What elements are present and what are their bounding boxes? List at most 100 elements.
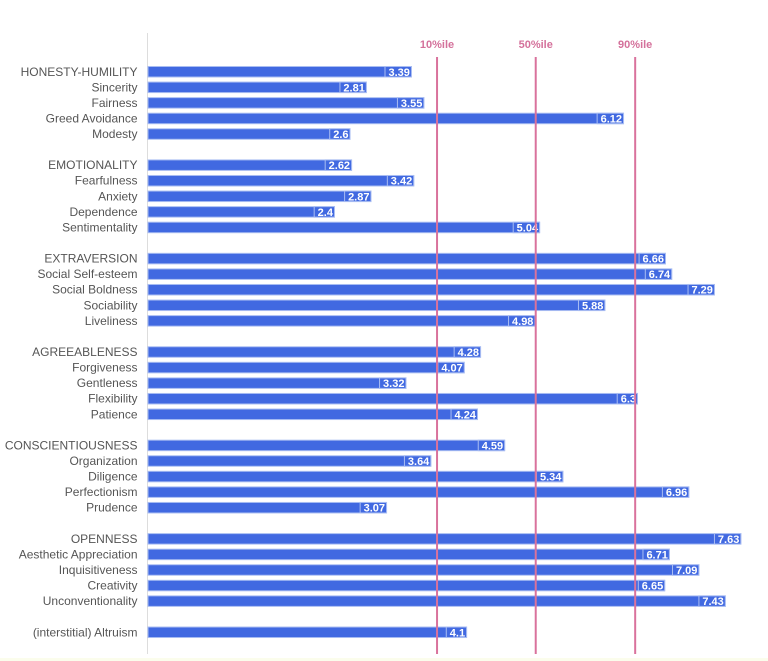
value-label: 3.32	[383, 378, 404, 390]
value-label: 7.63	[718, 534, 739, 546]
category-label: Flexibility	[88, 392, 137, 406]
category-label: Prudence	[86, 501, 138, 515]
value-label: 6.3	[621, 394, 636, 406]
value-label-bg	[359, 501, 388, 514]
category-label: AGREEABLENESS	[32, 345, 137, 359]
value-label-bg	[596, 112, 625, 125]
bar	[147, 408, 478, 421]
bar	[147, 579, 666, 592]
value-label: 3.55	[401, 98, 422, 110]
bar	[147, 470, 564, 483]
bar	[147, 81, 367, 94]
value-label-bg	[671, 564, 700, 576]
category-label: Fearfulness	[75, 174, 138, 188]
value-label: 2.4	[318, 207, 334, 219]
value-label-bg	[329, 128, 351, 140]
bar	[147, 486, 690, 498]
value-label-bg	[386, 174, 415, 187]
value-label-bg	[577, 299, 606, 312]
category-label: Dependence	[69, 205, 137, 219]
bar	[147, 66, 412, 78]
bar	[147, 159, 353, 171]
category-label: Forgiveness	[72, 361, 137, 375]
value-label: 3.07	[364, 503, 385, 515]
category-label: Aesthetic Appreciation	[19, 547, 138, 561]
bar	[147, 283, 715, 296]
category-label: Sociability	[83, 298, 137, 312]
value-label-bg	[324, 159, 353, 171]
value-label: 3.39	[388, 67, 409, 79]
category-label: Fairness	[91, 96, 137, 110]
value-label-bg	[344, 190, 372, 203]
value-label: 6.65	[642, 581, 663, 593]
category-label: Inquisitiveness	[59, 563, 138, 577]
value-label: 4.98	[512, 316, 533, 328]
bar	[147, 501, 388, 514]
reference-line-label: 90%ile	[618, 39, 652, 51]
value-label: 4.24	[455, 409, 477, 421]
value-label: 7.09	[676, 565, 697, 577]
category-label: Liveliness	[85, 314, 138, 328]
category-label: EXTRAVERSION	[44, 252, 137, 266]
bar	[147, 252, 666, 265]
value-label-bg	[698, 595, 726, 607]
category-label: Gentleness	[77, 376, 138, 390]
value-label: 3.42	[391, 176, 412, 188]
value-label: 6.96	[666, 487, 687, 499]
value-label: 2.62	[329, 160, 350, 172]
bar	[147, 97, 425, 109]
category-label: Social Self-esteem	[37, 267, 137, 281]
bar	[147, 548, 670, 561]
reference-line-label: 50%ile	[519, 39, 553, 51]
value-label: 4.1	[450, 627, 465, 639]
value-label-bg	[638, 252, 666, 265]
bar	[147, 455, 432, 467]
category-label: Perfectionism	[65, 485, 138, 499]
bar	[147, 268, 673, 280]
bar	[147, 190, 372, 203]
value-label-bg	[661, 486, 690, 498]
value-label: 3.64	[408, 456, 430, 468]
reference-lines-layer: 10%ile 50%ile 90%ile	[420, 39, 652, 654]
bottom-strip	[0, 658, 768, 661]
value-label-bg	[450, 408, 478, 421]
value-label-bg	[616, 392, 639, 405]
value-label: 6.71	[646, 549, 667, 561]
value-label: 6.12	[601, 113, 622, 125]
bar	[147, 392, 639, 405]
value-label-bg	[313, 206, 335, 218]
category-label: HONESTY-HUMILITY	[21, 65, 138, 79]
value-label: 4.07	[441, 363, 462, 375]
value-label: 7.43	[702, 596, 723, 608]
bars-layer: 3.39 2.81 3.55 6.12 2.6 2.62 3.42 2.87 2.4 5.04 6.…	[147, 66, 742, 639]
value-label: 5.88	[582, 300, 603, 312]
value-label: 2.81	[343, 82, 364, 94]
category-label: Organization	[69, 454, 137, 468]
bar	[147, 315, 536, 327]
value-label: 5.34	[540, 472, 562, 484]
bar	[147, 346, 482, 358]
bar	[147, 626, 468, 639]
category-label: Social Boldness	[52, 283, 137, 297]
bar	[147, 439, 506, 452]
category-label: OPENNESS	[71, 532, 138, 546]
category-label: Patience	[91, 407, 138, 421]
value-label-bg	[453, 346, 482, 358]
value-label-bg	[384, 66, 412, 78]
value-label: 6.66	[643, 254, 664, 266]
value-label-bg	[512, 221, 541, 234]
value-label: 4.59	[482, 440, 503, 452]
category-label: EMOTIONALITY	[48, 158, 137, 172]
bar	[147, 174, 415, 187]
value-label-bg	[445, 626, 468, 639]
category-label: (interstitial) Altruism	[33, 625, 138, 639]
bar	[147, 533, 742, 545]
bar	[147, 206, 335, 218]
value-label-bg	[403, 455, 432, 467]
value-label: 2.87	[348, 191, 369, 203]
value-label: 6.74	[649, 269, 671, 281]
value-label-bg	[642, 548, 670, 561]
category-label: Creativity	[87, 579, 137, 593]
